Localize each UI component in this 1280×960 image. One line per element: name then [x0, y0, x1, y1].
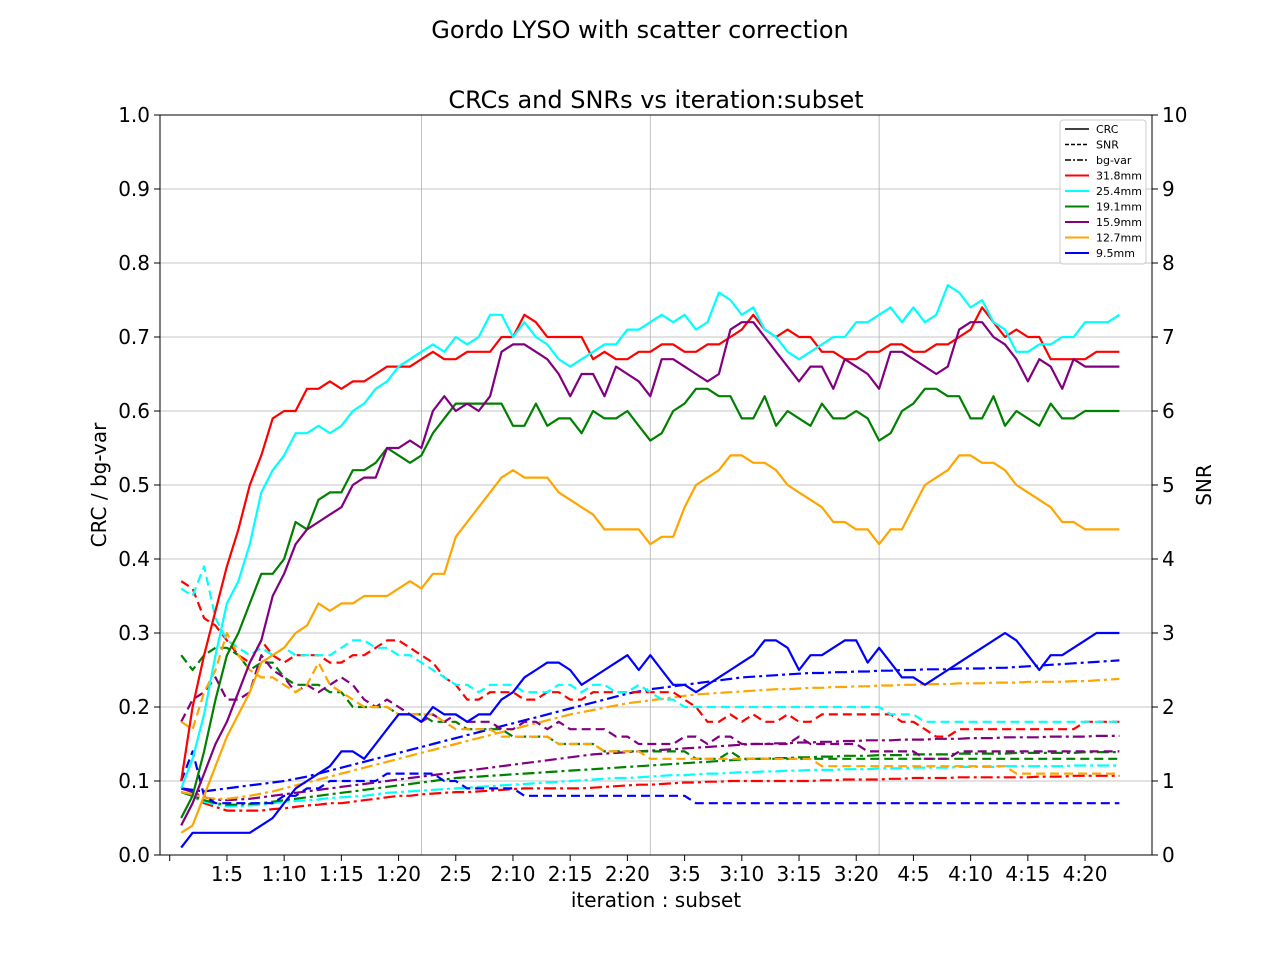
legend-label-25-4mm: 25.4mm	[1096, 185, 1142, 198]
y-left-tick-label: 0.3	[118, 621, 150, 645]
y-right-tick-label: 5	[1162, 473, 1175, 497]
y-right-tick-label: 9	[1162, 177, 1175, 201]
x-tick-label: 2:10	[491, 862, 536, 886]
y-right-tick-label: 10	[1162, 103, 1187, 127]
y-right-tick-label: 3	[1162, 621, 1175, 645]
series-crc-15-9mm	[180, 321, 1120, 826]
legend-label-12-7mm: 12.7mm	[1096, 232, 1142, 245]
series-crc-9-5mm	[180, 631, 1120, 849]
series-crc-25-4mm	[180, 284, 1120, 789]
y-left-tick-label: 0.4	[118, 547, 150, 571]
legend-label-9-5mm: 9.5mm	[1096, 247, 1135, 260]
chart-title: CRCs and SNRs vs iteration:subset	[448, 86, 863, 114]
y-axis-right-ticks: 0 1 2 3 4 5 6 7 8 9 10	[1152, 103, 1187, 867]
series-crc-19-1mm	[180, 387, 1120, 819]
y-right-tick-label: 4	[1162, 547, 1175, 571]
y-right-tick-label: 2	[1162, 695, 1175, 719]
x-tick-label: 2:15	[548, 862, 593, 886]
y-right-tick-label: 8	[1162, 251, 1175, 275]
y-axis-left-ticks: 0.0 0.1 0.2 0.3 0.4 0.5 0.6 0.7 0.8 0.9 1.0	[118, 103, 160, 867]
legend-box	[1059, 119, 1147, 265]
series-bg-var-15-9mm	[180, 734, 1120, 802]
legend-label-SNR: SNR	[1096, 139, 1119, 152]
x-tick-label: 3:5	[669, 862, 701, 886]
legend-label-bg-var: bg-var	[1096, 154, 1132, 167]
legend-label-15-9mm: 15.9mm	[1096, 216, 1142, 229]
x-tick-label: 1:5	[211, 862, 243, 886]
plot-series	[180, 284, 1120, 849]
x-axis-ticks: 1:5 1:10 1:15 1:20 2:5 2:10 2:15 2:20 3:5 3:10 3:1…	[169, 855, 1108, 886]
x-tick-label: 2:5	[440, 862, 472, 886]
y-axis-left-label: CRC / bg-var	[87, 422, 111, 547]
chart-legend: CRC SNR bg-var 31.8mm 25.4mm 19.1mm 15.9mm 12.7…	[1059, 119, 1147, 265]
y-right-tick-label: 6	[1162, 399, 1175, 423]
x-tick-label: 1:10	[262, 862, 307, 886]
y-axis-right-label: SNR	[1192, 464, 1216, 506]
y-left-tick-label: 0.5	[118, 473, 150, 497]
y-left-tick-label: 1.0	[118, 103, 150, 127]
series-bg-var-31-8mm	[180, 774, 1120, 812]
y-left-tick-label: 0.1	[118, 769, 150, 793]
x-tick-label: 1:15	[319, 862, 364, 886]
y-left-tick-label: 0.9	[118, 177, 150, 201]
legend-label-31-8mm: 31.8mm	[1096, 170, 1142, 183]
y-left-tick-label: 0.0	[118, 843, 150, 867]
x-tick-label: 4:15	[1005, 862, 1050, 886]
x-tick-label: 4:20	[1063, 862, 1108, 886]
y-left-tick-label: 0.2	[118, 695, 150, 719]
y-left-tick-label: 0.7	[118, 325, 150, 349]
y-right-tick-label: 0	[1162, 843, 1175, 867]
series-snr-12-7mm	[180, 631, 1120, 775]
series-snr-25-4mm	[180, 565, 1120, 723]
series-snr-15-9mm	[180, 654, 1120, 760]
x-tick-label: 3:10	[719, 862, 764, 886]
series-snr-19-1mm	[180, 646, 1120, 760]
y-right-tick-label: 7	[1162, 325, 1175, 349]
series-crc-31-8mm	[180, 306, 1120, 782]
chart-suptitle: Gordo LYSO with scatter correction	[431, 16, 849, 44]
legend-label-19-1mm: 19.1mm	[1096, 201, 1142, 214]
x-tick-label: 4:10	[948, 862, 993, 886]
legend-label-CRC: CRC	[1096, 123, 1119, 136]
x-tick-label: 3:20	[834, 862, 879, 886]
x-tick-label: 2:20	[605, 862, 650, 886]
series-bg-var-19-1mm	[180, 750, 1120, 806]
y-left-tick-label: 0.8	[118, 251, 150, 275]
x-tick-label: 1:20	[376, 862, 421, 886]
series-crc-12-7mm	[180, 454, 1120, 834]
x-tick-label: 3:15	[777, 862, 822, 886]
series-snr-9-5mm	[180, 750, 1120, 805]
x-tick-label: 4:5	[897, 862, 929, 886]
y-right-tick-label: 1	[1162, 769, 1175, 793]
y-left-tick-label: 0.6	[118, 399, 150, 423]
x-axis-label: iteration : subset	[571, 888, 741, 912]
